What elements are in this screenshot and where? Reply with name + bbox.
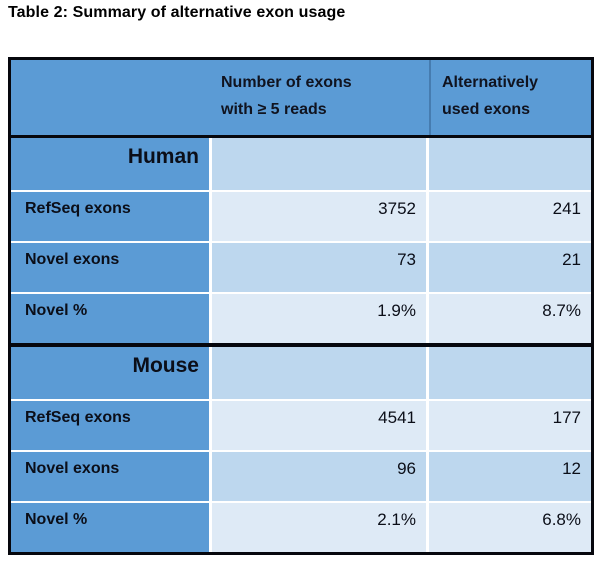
table-row-mouse-novel-pct: Novel % 2.1% 6.8%	[11, 503, 591, 552]
cell-mouse-pct-alt: 6.8%	[429, 503, 591, 552]
cell-mouse-refseq-exons: 4541	[212, 401, 426, 450]
table-header-row: Number of exons with ≥ 5 reads Alternati…	[11, 60, 591, 135]
cell-human-pct-exons: 1.9%	[212, 294, 426, 343]
section-spacer-cell	[212, 347, 426, 399]
row-label-novel-pct: Novel %	[11, 503, 209, 552]
row-label-novel-pct: Novel %	[11, 294, 209, 343]
section-row-human: Human	[11, 138, 591, 190]
section-divider	[11, 343, 591, 347]
table-row-mouse-refseq: RefSeq exons 4541 177	[11, 401, 591, 450]
cell-human-refseq-exons: 3752	[212, 192, 426, 241]
cell-human-refseq-alt: 241	[429, 192, 591, 241]
header-col-alt-used: Alternatively used exons	[429, 60, 591, 135]
section-spacer-cell	[212, 138, 426, 190]
cell-human-pct-alt: 8.7%	[429, 294, 591, 343]
header-col-exon-count: Number of exons with ≥ 5 reads	[212, 60, 429, 135]
table-row-mouse-novel: Novel exons 96 12	[11, 452, 591, 501]
header-col-alt-used-line2: used exons	[442, 101, 531, 118]
table-row-human-novel: Novel exons 73 21	[11, 243, 591, 292]
section-spacer-cell	[429, 347, 591, 399]
header-col-exon-count-line2: with ≥ 5 reads	[221, 101, 327, 118]
table-row-human-novel-pct: Novel % 1.9% 8.7%	[11, 294, 591, 343]
cell-mouse-novel-exons: 96	[212, 452, 426, 501]
section-label-mouse: Mouse	[11, 347, 209, 399]
cell-mouse-refseq-alt: 177	[429, 401, 591, 450]
exon-usage-table: Number of exons with ≥ 5 reads Alternati…	[8, 57, 594, 555]
section-row-mouse: Mouse	[11, 347, 591, 399]
section-spacer-cell	[429, 138, 591, 190]
row-label-novel-exons: Novel exons	[11, 243, 209, 292]
cell-human-novel-alt: 21	[429, 243, 591, 292]
row-label-novel-exons: Novel exons	[11, 452, 209, 501]
header-col-exon-count-line1: Number of exons	[221, 74, 352, 91]
table-caption: Table 2: Summary of alternative exon usa…	[8, 4, 346, 21]
cell-human-novel-exons: 73	[212, 243, 426, 292]
row-label-refseq-exons: RefSeq exons	[11, 192, 209, 241]
header-col-alt-used-line1: Alternatively	[442, 74, 539, 91]
table-row-human-refseq: RefSeq exons 3752 241	[11, 192, 591, 241]
section-label-human: Human	[11, 138, 209, 190]
cell-mouse-novel-alt: 12	[429, 452, 591, 501]
header-divider	[11, 135, 591, 138]
cell-mouse-pct-exons: 2.1%	[212, 503, 426, 552]
row-label-refseq-exons: RefSeq exons	[11, 401, 209, 450]
header-empty-cell	[11, 60, 212, 135]
